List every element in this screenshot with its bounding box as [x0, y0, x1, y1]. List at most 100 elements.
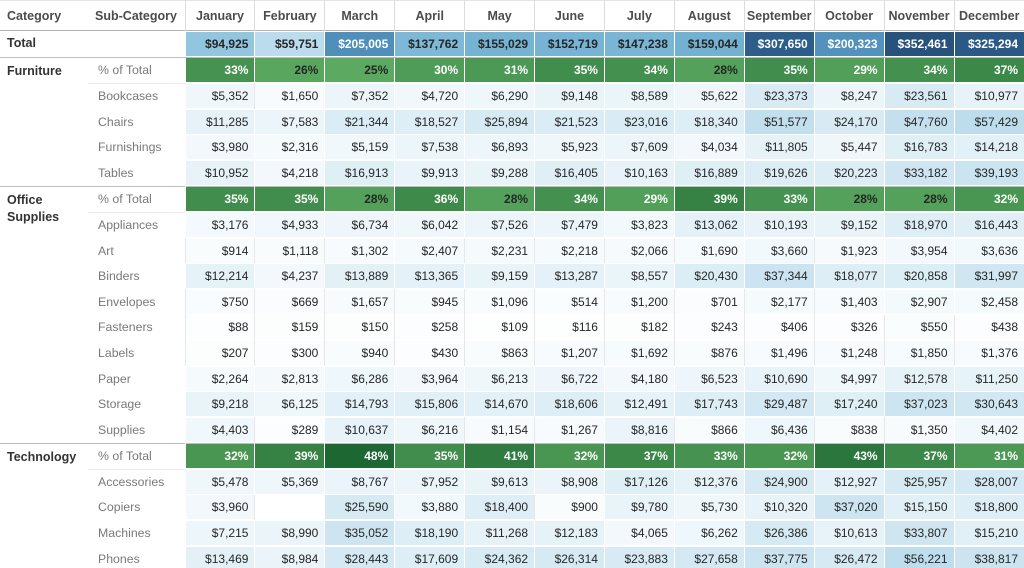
value-cell[interactable]: $10,637	[324, 416, 395, 443]
value-cell[interactable]: $29,487	[743, 391, 815, 417]
value-cell[interactable]: $37,020	[813, 494, 885, 521]
value-cell[interactable]: $2,218	[534, 237, 605, 264]
col-header-november[interactable]: November	[883, 0, 954, 31]
value-cell[interactable]: $23,561	[883, 83, 954, 109]
value-cell[interactable]: $116	[534, 314, 605, 341]
row-label-copiers[interactable]: Copiers	[98, 500, 141, 515]
value-cell[interactable]: $8,908	[534, 469, 605, 495]
value-cell[interactable]: $1,690	[673, 237, 745, 264]
value-cell[interactable]: $1,923	[813, 237, 885, 264]
value-cell[interactable]: $8,990	[254, 520, 325, 546]
col-header-january[interactable]: January	[184, 0, 255, 31]
row-label-labels[interactable]: Labels	[98, 345, 135, 360]
value-cell[interactable]: $243	[673, 314, 745, 341]
pct-cell[interactable]: 36%	[394, 185, 465, 213]
value-cell[interactable]: $18,527	[394, 108, 465, 135]
pct-cell[interactable]: 28%	[883, 185, 954, 213]
value-cell[interactable]: $10,690	[743, 365, 815, 392]
value-cell[interactable]: $6,125	[254, 391, 325, 417]
total-cell[interactable]: $205,005	[324, 30, 395, 58]
value-cell[interactable]: $9,148	[534, 83, 605, 109]
value-cell[interactable]: $17,126	[603, 469, 675, 495]
value-cell[interactable]: $6,262	[673, 520, 745, 546]
value-cell[interactable]: $31,997	[953, 263, 1024, 289]
value-cell[interactable]: $17,240	[813, 391, 885, 417]
value-cell[interactable]: $10,193	[743, 212, 815, 238]
value-cell[interactable]: $9,218	[184, 391, 255, 417]
value-cell[interactable]: $9,288	[464, 159, 535, 187]
value-cell[interactable]: $7,526	[464, 212, 535, 238]
value-cell[interactable]: $150	[324, 314, 395, 341]
pct-cell[interactable]: 29%	[603, 185, 675, 213]
row-label-supplies[interactable]: Supplies	[98, 422, 146, 437]
col-header-october[interactable]: October	[813, 0, 885, 31]
value-cell[interactable]: $16,889	[673, 159, 745, 187]
value-cell[interactable]: $3,176	[184, 212, 255, 238]
value-cell[interactable]: $11,268	[464, 520, 535, 546]
value-cell[interactable]: $1,118	[254, 237, 325, 264]
value-cell[interactable]: $207	[184, 340, 255, 366]
value-cell[interactable]: $18,190	[394, 520, 465, 546]
value-cell[interactable]: $14,670	[464, 391, 535, 417]
value-cell[interactable]: $11,250	[953, 365, 1024, 392]
value-cell[interactable]: $4,720	[394, 83, 465, 109]
pct-cell[interactable]: 33%	[743, 185, 815, 213]
value-cell[interactable]: $14,793	[324, 391, 395, 417]
value-cell[interactable]: $5,447	[813, 134, 885, 160]
value-cell[interactable]: $2,316	[254, 134, 325, 160]
value-cell[interactable]: $4,034	[673, 134, 745, 160]
value-cell[interactable]: $12,927	[813, 469, 885, 495]
row-label-accessories[interactable]: Accessories	[98, 475, 165, 490]
value-cell[interactable]: $5,730	[673, 494, 745, 521]
value-cell[interactable]: $10,977	[953, 83, 1024, 109]
value-cell[interactable]: $12,183	[534, 520, 605, 546]
value-cell[interactable]: $20,223	[813, 159, 885, 187]
pct-cell[interactable]: 48%	[324, 442, 395, 470]
pct-cell[interactable]: 33%	[673, 442, 745, 470]
value-cell[interactable]: $26,386	[743, 520, 815, 546]
col-header-august[interactable]: August	[673, 0, 745, 31]
pct-cell[interactable]: 37%	[953, 57, 1024, 84]
value-cell[interactable]: $6,523	[673, 365, 745, 392]
value-cell[interactable]: $6,042	[394, 212, 465, 238]
value-cell[interactable]: $23,016	[603, 108, 675, 135]
value-cell[interactable]: $13,469	[184, 545, 255, 568]
col-header-april[interactable]: April	[394, 0, 465, 31]
value-cell[interactable]: $21,344	[324, 108, 395, 135]
value-cell[interactable]: $24,900	[743, 469, 815, 495]
value-cell[interactable]: $8,557	[603, 263, 675, 289]
value-cell[interactable]: $33,807	[883, 520, 954, 546]
value-cell[interactable]: $9,780	[603, 494, 675, 521]
value-cell[interactable]: $669	[254, 288, 325, 315]
value-cell[interactable]: $27,658	[673, 545, 745, 568]
value-cell[interactable]: $5,159	[324, 134, 395, 160]
value-cell[interactable]: $7,352	[324, 83, 395, 109]
value-cell[interactable]: $13,062	[673, 212, 745, 238]
value-cell[interactable]: $1,376	[953, 340, 1024, 366]
value-cell[interactable]: $3,954	[883, 237, 954, 264]
value-cell[interactable]: $2,231	[464, 237, 535, 264]
value-cell[interactable]: $6,436	[743, 416, 815, 443]
value-cell[interactable]: $6,213	[464, 365, 535, 392]
value-cell[interactable]: $18,800	[953, 494, 1024, 521]
pct-cell[interactable]: 37%	[883, 442, 954, 470]
value-cell[interactable]: $1,248	[813, 340, 885, 366]
value-cell[interactable]: $3,660	[743, 237, 815, 264]
value-cell[interactable]: $23,883	[603, 545, 675, 568]
value-cell[interactable]: $8,767	[324, 469, 395, 495]
value-cell[interactable]: $57,429	[953, 108, 1024, 135]
total-cell[interactable]: $152,719	[534, 30, 605, 58]
value-cell[interactable]: $430	[394, 340, 465, 366]
value-cell[interactable]: $18,340	[673, 108, 745, 135]
value-cell[interactable]: $750	[184, 288, 255, 315]
pct-cell[interactable]: 29%	[813, 57, 885, 84]
value-cell[interactable]: $19,626	[743, 159, 815, 187]
row-label-tables[interactable]: Tables	[98, 165, 134, 180]
value-cell[interactable]: $37,775	[743, 545, 815, 568]
value-cell[interactable]: $876	[673, 340, 745, 366]
value-cell[interactable]: $35,052	[324, 520, 395, 546]
value-cell[interactable]: $1,657	[324, 288, 395, 315]
value-cell[interactable]: $940	[324, 340, 395, 366]
value-cell[interactable]: $5,478	[184, 469, 255, 495]
row-label-paper[interactable]: Paper	[98, 371, 131, 386]
